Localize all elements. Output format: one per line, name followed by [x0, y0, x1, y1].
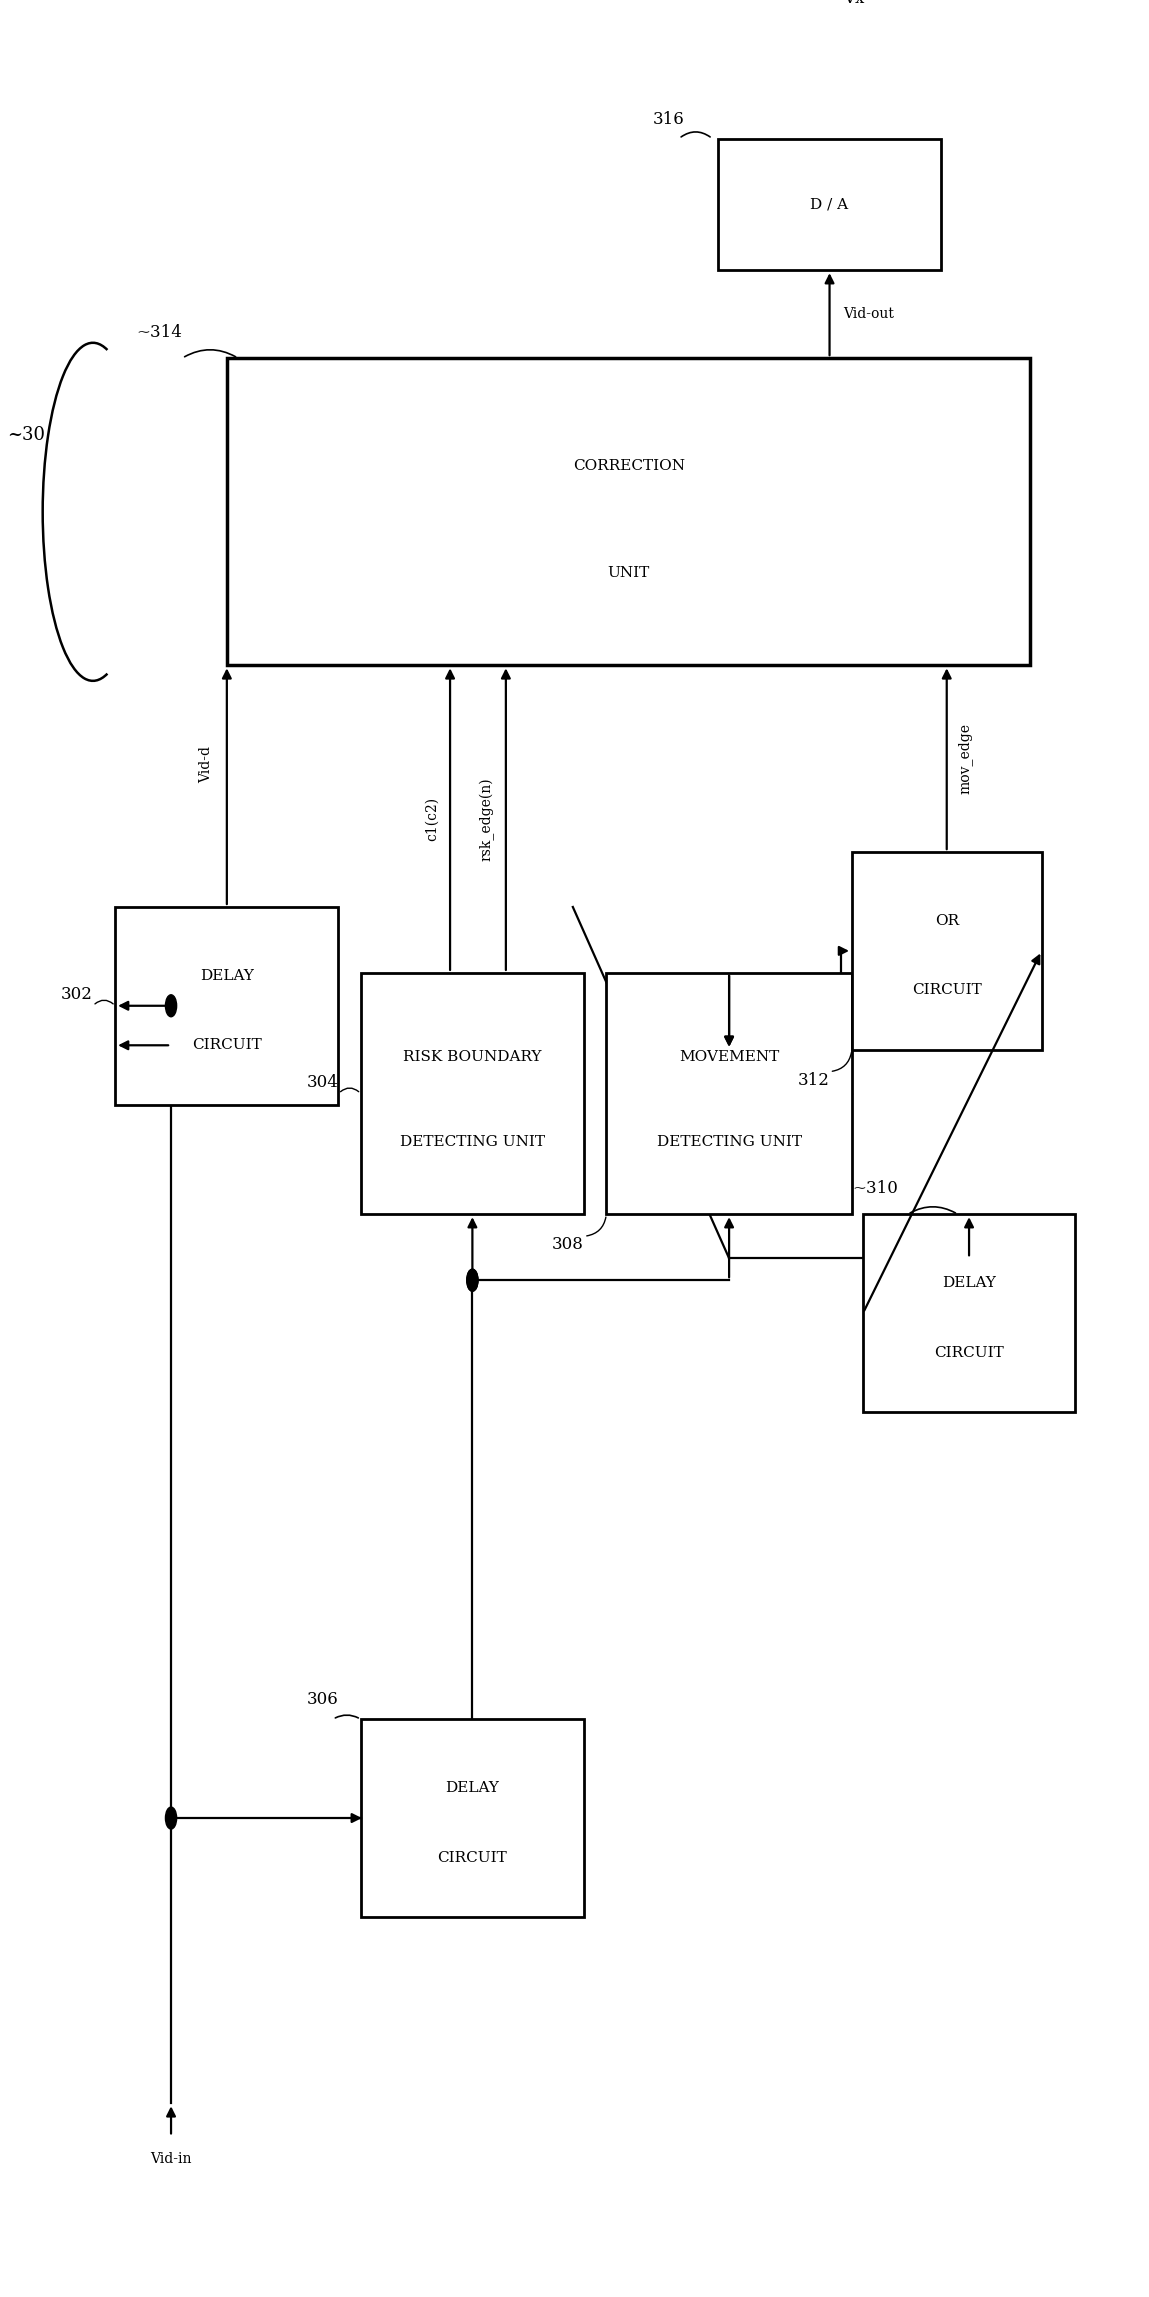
- Text: 316: 316: [653, 110, 685, 129]
- Text: Vid-d: Vid-d: [200, 747, 214, 783]
- Text: CIRCUIT: CIRCUIT: [912, 983, 981, 997]
- Bar: [607, 974, 851, 1215]
- Text: D / A: D / A: [810, 198, 849, 211]
- Text: CIRCUIT: CIRCUIT: [934, 1346, 1004, 1360]
- Text: Vid-in: Vid-in: [151, 2152, 192, 2166]
- Text: DELAY: DELAY: [446, 1782, 500, 1796]
- Text: 304: 304: [307, 1075, 339, 1091]
- Text: 306: 306: [307, 1691, 339, 1709]
- Text: CORRECTION: CORRECTION: [572, 459, 685, 473]
- Circle shape: [466, 1270, 478, 1291]
- Bar: [115, 907, 339, 1105]
- Text: Vid-out: Vid-out: [843, 308, 894, 322]
- Bar: [851, 852, 1042, 1050]
- Text: rsk_edge(n): rsk_edge(n): [479, 776, 495, 861]
- Text: mov_edge: mov_edge: [958, 724, 973, 795]
- Text: CIRCUIT: CIRCUIT: [192, 1038, 262, 1052]
- Text: MOVEMENT: MOVEMENT: [679, 1050, 779, 1064]
- Text: ~314: ~314: [137, 324, 183, 340]
- Text: 308: 308: [553, 1236, 584, 1254]
- Text: CIRCUIT: CIRCUIT: [438, 1851, 507, 1865]
- Text: OR: OR: [934, 914, 958, 928]
- Bar: [361, 974, 584, 1215]
- Text: ~310: ~310: [851, 1181, 897, 1197]
- Text: 302: 302: [61, 985, 93, 1004]
- Bar: [718, 138, 941, 271]
- Bar: [226, 358, 1031, 666]
- Text: 312: 312: [797, 1073, 830, 1089]
- Text: c1(c2): c1(c2): [425, 797, 439, 841]
- Text: DETECTING UNIT: DETECTING UNIT: [400, 1135, 545, 1148]
- Circle shape: [165, 995, 177, 1018]
- Bar: [863, 1215, 1075, 1413]
- Text: DELAY: DELAY: [200, 969, 254, 983]
- Text: UNIT: UNIT: [608, 567, 650, 581]
- Text: Vx: Vx: [843, 0, 864, 7]
- Bar: [361, 1718, 584, 1916]
- Text: ~30: ~30: [7, 425, 45, 443]
- Text: RISK BOUNDARY: RISK BOUNDARY: [403, 1050, 541, 1064]
- Circle shape: [165, 1808, 177, 1828]
- Text: DELAY: DELAY: [942, 1277, 996, 1291]
- Circle shape: [466, 1270, 478, 1291]
- Text: DETECTING UNIT: DETECTING UNIT: [656, 1135, 802, 1148]
